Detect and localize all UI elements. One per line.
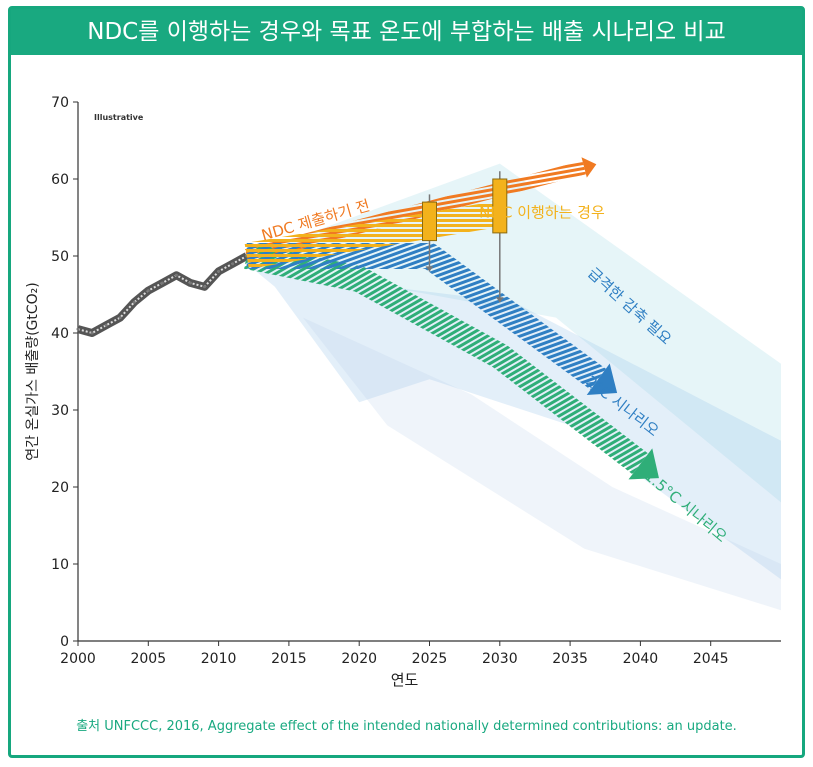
y-tick-label: 20 xyxy=(51,480,69,496)
range-band-2c xyxy=(246,263,782,580)
x-tick-label: 2005 xyxy=(130,651,166,667)
ndc-range-box xyxy=(492,178,508,234)
y-axis-label: 연간 온실가스 배출량(GtCO₂) xyxy=(25,282,41,461)
x-tick-label: 2040 xyxy=(623,651,659,667)
historical-point xyxy=(76,327,80,331)
y-tick-label: 0 xyxy=(60,634,69,650)
historical-point xyxy=(203,285,207,289)
historical-point xyxy=(160,281,164,285)
figure-title: NDC를 이행하는 경우와 목표 온도에 부합하는 배출 시나리오 비교 xyxy=(87,19,726,45)
inset-label: Illustrative xyxy=(94,113,144,122)
ndc-range-arrowhead xyxy=(495,297,504,303)
historical-point xyxy=(217,269,221,273)
y-tick-label: 70 xyxy=(51,95,69,111)
ndc-range-box xyxy=(422,201,437,242)
ndc-before-arrow-arrowhead xyxy=(581,157,597,178)
x-tick-label: 2025 xyxy=(412,651,448,667)
x-axis-label: 연도 xyxy=(391,671,419,689)
y-tick-label: 30 xyxy=(51,403,69,419)
ndc-implementation-band xyxy=(244,200,502,269)
x-tick-label: 2035 xyxy=(552,651,588,667)
x-tick-label: 2000 xyxy=(60,651,96,667)
historical-point xyxy=(174,273,178,277)
y-tick-label: 50 xyxy=(51,249,69,265)
y-tick-label: 40 xyxy=(51,326,69,342)
historical-point xyxy=(118,316,122,320)
historical-point xyxy=(132,300,136,304)
figure-frame: NDC를 이행하는 경우와 목표 온도에 부합하는 배출 시나리오 비교 0 10… xyxy=(8,6,805,758)
x-tick-label: 2010 xyxy=(201,651,237,667)
y-tick-label: 10 xyxy=(51,557,69,573)
series xyxy=(76,157,659,480)
x-tick-label: 2020 xyxy=(341,651,377,667)
header-bar: NDC를 이행하는 경우와 목표 온도에 부합하는 배출 시나리오 비교 xyxy=(11,9,802,55)
historical-emissions-line xyxy=(76,252,249,337)
x-tick-label: 2030 xyxy=(482,651,518,667)
ndc-range-arrowhead xyxy=(425,266,434,272)
historical-point xyxy=(231,262,235,266)
historical-point xyxy=(90,331,94,335)
scenario-15c-arrow-arrowhead xyxy=(628,448,659,480)
y-tick-label: 60 xyxy=(51,172,69,188)
range-band-15c xyxy=(302,317,781,611)
annotation-label: NDC 이행하는 경우 xyxy=(479,204,605,222)
scenario-2c-arrow-arrowhead xyxy=(586,363,618,395)
historical-point xyxy=(146,289,150,293)
x-tick-label: 2045 xyxy=(693,651,729,667)
historical-point xyxy=(188,281,192,285)
historical-point xyxy=(104,323,108,327)
source-note: 출처 UNFCCC, 2016, Aggregate effect of the… xyxy=(76,719,737,734)
x-tick-label: 2015 xyxy=(271,651,307,667)
